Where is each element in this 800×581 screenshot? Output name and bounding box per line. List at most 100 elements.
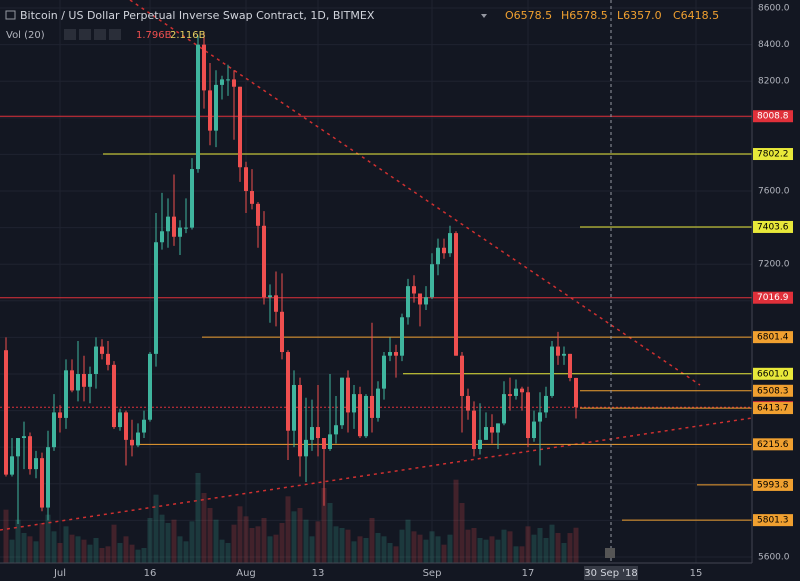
volume-bar [93,538,99,563]
support-trendline [0,417,753,531]
more-icon[interactable] [109,29,121,40]
candle-body [394,352,398,356]
level-label-box [753,291,793,304]
volume-bar [207,508,213,563]
volume-bar [405,519,411,563]
volume-bar [477,538,483,563]
candle-body [352,394,356,413]
x-tick-label: Aug [236,568,256,579]
volume-bar [471,528,477,563]
candle-body [460,355,464,396]
candle-body [418,293,422,305]
volume-bar [507,531,513,563]
volume-bar [501,529,507,563]
close-icon[interactable] [94,29,106,40]
volume-bar [285,496,291,563]
candle-body [70,370,74,391]
volume-bar [537,528,543,563]
candle-body [484,427,488,440]
collapse-icon[interactable] [5,10,16,20]
candle-body [448,233,452,254]
level-label: 5993.8 [757,480,789,490]
level-label: 7802.2 [757,150,789,160]
volume-bar [435,536,441,563]
candle-body [538,412,542,422]
dropdown-icon[interactable] [481,14,487,18]
volume-bar [135,549,141,563]
candle-body [4,350,8,475]
candle-body [232,79,236,87]
level-label: 6413.7 [757,404,789,414]
settings-icon[interactable] [79,29,91,40]
volume-bar [531,534,537,563]
volume-bar [555,533,561,563]
volume-bar [297,508,303,563]
candle-body [142,419,146,433]
volume-bar [549,524,555,563]
level-label: 5801.3 [757,516,789,526]
candle-body [340,377,344,426]
level-label: 6508.3 [757,386,789,396]
candle-body [262,225,266,298]
volume-bar [393,546,399,563]
volume-ma-value: 2.116B [170,30,206,41]
volume-bar [3,509,9,563]
volume-bar [195,473,201,563]
cursor-label: 30 Sep '18 [584,568,637,579]
volume-bar [387,543,393,563]
level-label: 7403.6 [757,222,789,232]
volume-bar [261,518,267,563]
volume-bar [129,544,135,563]
volume-bar [117,543,123,563]
eye-icon[interactable] [64,29,76,40]
candle-body [562,353,566,356]
candle-body [556,346,560,356]
candle-body [34,458,38,470]
volume-bar [243,516,249,563]
y-tick-label: 7200.0 [758,260,790,270]
candle-body [136,432,140,446]
volume-bar [303,519,309,563]
volume-bar [33,541,39,563]
volume-bar [423,539,429,563]
volume-bar [21,533,27,563]
volume-bar [213,519,219,563]
chart-title: Bitcoin / US Dollar Perpetual Inverse Sw… [20,9,375,22]
volume-bar [87,544,93,563]
volume-bar [267,536,273,563]
volume-bar [69,534,75,563]
volume-bar [483,539,489,563]
volume-bar [279,523,285,563]
volume-bar [315,521,321,563]
cursor-icon [605,548,615,558]
candle-body [172,216,176,237]
volume-bar [351,541,357,563]
candle-body [502,394,506,424]
volume-bar [399,529,405,563]
candle-body [442,247,446,254]
candle-body [520,388,524,393]
volume-bar [63,526,69,563]
x-tick-label: 17 [522,568,535,579]
ohlc-value: O6578.5 [505,9,552,22]
candle-body [574,377,578,408]
candles [4,31,578,525]
volume-bar [321,488,327,563]
resistance-trendline [129,0,701,386]
level-label-box [753,148,793,161]
candle-body [76,373,80,391]
volume-bar [495,539,501,563]
level-label: 6215.6 [757,440,789,450]
volume-bar [51,531,57,563]
y-tick-label: 8600.0 [758,4,790,14]
volume-bar [357,536,363,563]
candle-body [220,79,224,85]
candle-body [496,423,500,433]
candle-body [154,242,158,354]
candle-body [178,227,182,237]
volume-bar [255,526,261,563]
ohlc-value: L6357.0 [617,9,662,22]
level-label-box [753,514,793,527]
